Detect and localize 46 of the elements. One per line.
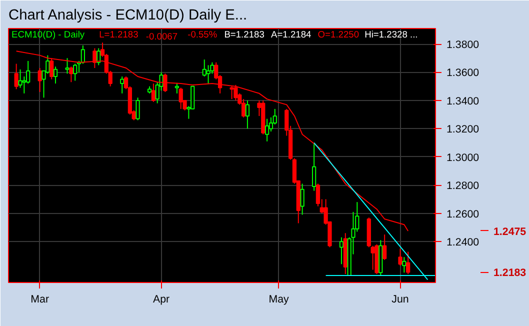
candlestick	[178, 87, 183, 110]
candlestick	[50, 58, 54, 80]
annotation: B=1.2183	[224, 30, 264, 40]
annotation: A=1.2184	[271, 30, 312, 40]
y-tick-label: 1.3400	[446, 95, 480, 108]
candlestick	[382, 234, 387, 260]
candlestick	[120, 76, 124, 94]
candlestick	[206, 64, 210, 84]
candlestick	[312, 142, 316, 192]
candlestick	[65, 58, 70, 74]
x-tick-label: Jun	[392, 294, 409, 306]
y-tick-label: 1.2600	[446, 208, 480, 220]
candlestick	[163, 73, 168, 92]
annotation: O=1.2250	[318, 30, 360, 40]
candlestick	[398, 248, 402, 266]
candlestick	[69, 66, 74, 83]
y2-tick-label: 1.2183	[494, 267, 526, 280]
y-tick-label: 1.3800	[446, 39, 480, 52]
candlestick	[136, 97, 140, 121]
y-tick-label: 1.2400	[446, 236, 480, 249]
candlestick	[96, 48, 101, 66]
chart-title: Chart Analysis - ECM10(D) Daily E...	[8, 8, 248, 24]
y-tick-label: 1.2800	[446, 180, 480, 192]
annotation: L=1.2183	[99, 30, 138, 40]
annotation: Hi=1.2328 ...	[364, 30, 418, 40]
x-tick-label: Apr	[152, 294, 170, 306]
candlestick	[174, 83, 180, 94]
candlestick	[300, 183, 304, 216]
candlestick	[53, 66, 58, 84]
candlestick	[245, 100, 250, 130]
y2-tick-label: 1.2475	[494, 226, 526, 238]
y-tick-label: 1.3000	[446, 152, 480, 164]
x-tick-label: Mar	[30, 294, 50, 306]
candlestick	[73, 63, 78, 82]
y-tick-label: 1.3600	[446, 67, 480, 80]
candlestick	[339, 236, 344, 265]
annotation: -0.55%	[188, 30, 218, 40]
candlestick	[406, 251, 410, 275]
annotation: -0.0067	[146, 32, 178, 42]
candlestick	[234, 84, 238, 101]
x-tick-label: May	[268, 294, 290, 306]
chart-subtitle: ECM10(D) - Daily	[12, 30, 85, 40]
candlestick	[264, 118, 270, 142]
candlestick	[151, 83, 156, 102]
y-tick-label: 1.3200	[446, 124, 480, 136]
candlestick	[402, 256, 406, 274]
